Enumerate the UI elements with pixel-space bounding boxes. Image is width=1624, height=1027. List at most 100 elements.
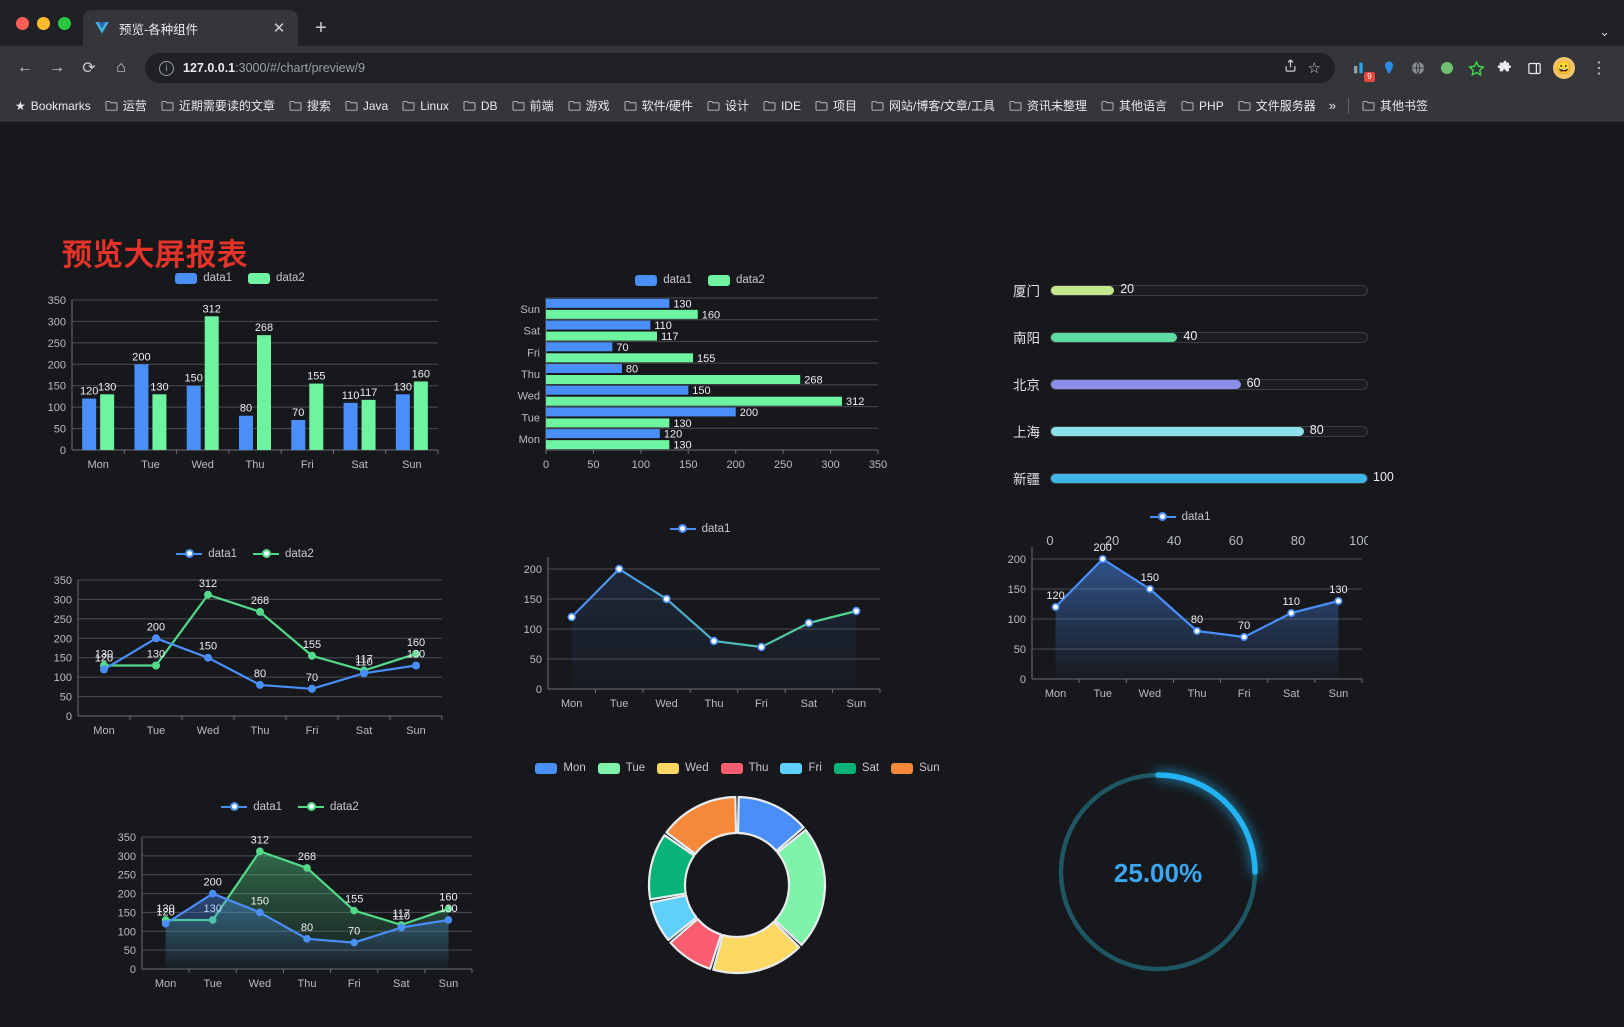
legend-item-data2[interactable]: data2 xyxy=(298,800,359,813)
svg-text:350: 350 xyxy=(54,575,72,587)
close-tab-button[interactable]: ✕ xyxy=(272,20,286,37)
legend-item-data2[interactable]: data2 xyxy=(708,274,765,286)
globe-icon[interactable] xyxy=(1408,58,1428,78)
svg-text:117: 117 xyxy=(661,331,679,343)
legend-swatch xyxy=(891,762,914,774)
bookmark-manager-item[interactable]: ★ Bookmarks xyxy=(9,96,97,116)
chevron-down-icon[interactable]: ⌄ xyxy=(1599,24,1610,39)
location-pin-icon[interactable] xyxy=(1379,58,1399,78)
svg-text:120: 120 xyxy=(156,907,174,919)
legend-item-data2[interactable]: data2 xyxy=(253,547,314,560)
bookmark-item[interactable]: 前端 xyxy=(506,94,560,117)
bookmarks-overflow-button[interactable]: » xyxy=(1328,98,1336,113)
progress-bar-chart: 厦门 20 南阳 40 北京 60 上海 80 新疆 100 0 20 40 60 80 100 xyxy=(998,280,1394,549)
svg-text:110: 110 xyxy=(1283,596,1301,608)
puzzle-extensions-icon[interactable] xyxy=(1495,58,1515,78)
share-icon[interactable] xyxy=(1283,58,1298,78)
svg-text:70: 70 xyxy=(292,407,304,419)
svg-text:268: 268 xyxy=(298,851,316,863)
back-button[interactable]: ← xyxy=(17,59,33,76)
legend-item-tue[interactable]: Tue xyxy=(597,762,645,774)
legend-item-wed[interactable]: Wed xyxy=(657,762,709,774)
site-info-icon[interactable]: i xyxy=(159,60,174,76)
bookmark-item[interactable]: 网站/博客/文章/工具 xyxy=(865,94,1001,117)
folder-icon xyxy=(512,101,525,111)
bookmark-item[interactable]: 项目 xyxy=(809,94,863,117)
other-bookmarks-item[interactable]: 其他书签 xyxy=(1356,94,1434,117)
bookmark-item[interactable]: 资讯未整理 xyxy=(1003,94,1093,117)
new-tab-button[interactable]: + xyxy=(315,16,327,39)
green-circle-icon[interactable] xyxy=(1437,58,1457,78)
close-window-button[interactable] xyxy=(16,16,29,30)
legend-swatch xyxy=(635,274,658,286)
legend-item-thu[interactable]: Thu xyxy=(720,762,769,774)
other-bookmarks-label: 其他书签 xyxy=(1379,99,1428,113)
progress-bar-track: 60 xyxy=(1050,376,1368,390)
avatar[interactable]: 😀 xyxy=(1553,57,1575,79)
legend-item-fri[interactable]: Fri xyxy=(780,762,822,774)
svg-text:50: 50 xyxy=(587,459,599,471)
legend-label: data2 xyxy=(285,547,314,560)
bookmark-item[interactable]: 游戏 xyxy=(562,94,616,117)
legend-swatch xyxy=(597,762,620,774)
bookmark-star-icon[interactable]: ☆ xyxy=(1307,60,1321,77)
svg-text:Fri: Fri xyxy=(1238,688,1251,700)
bookmark-item[interactable]: 文件服务器 xyxy=(1232,94,1322,117)
sidepanel-icon[interactable] xyxy=(1524,58,1544,78)
svg-text:155: 155 xyxy=(307,371,325,383)
svg-text:312: 312 xyxy=(203,303,221,315)
legend-label: Thu xyxy=(748,762,769,774)
browser-tab[interactable]: 预览-各种组件 ✕ xyxy=(83,10,298,46)
star-outline-icon[interactable] xyxy=(1466,58,1486,78)
legend-item-data1[interactable]: data1 xyxy=(221,800,282,813)
svg-text:120: 120 xyxy=(664,429,682,441)
bookmark-label: 软件/硬件 xyxy=(641,99,693,113)
bookmark-item[interactable]: 搜索 xyxy=(283,94,337,117)
bookmark-label: Linux xyxy=(420,98,449,113)
svg-text:50: 50 xyxy=(124,945,136,957)
bookmark-item[interactable]: 运营 xyxy=(99,94,153,117)
minimize-window-button[interactable] xyxy=(37,16,50,30)
svg-text:0: 0 xyxy=(1046,533,1053,548)
address-bar[interactable]: i 127.0.0.1:3000/#/chart/preview/9 ☆ xyxy=(145,53,1335,83)
svg-text:100: 100 xyxy=(54,672,72,684)
svg-text:20: 20 xyxy=(1105,533,1119,548)
svg-text:Thu: Thu xyxy=(1188,688,1207,700)
legend-item-data1[interactable]: data1 xyxy=(1149,510,1210,523)
legend-item-data1[interactable]: data1 xyxy=(635,274,692,286)
bookmark-item[interactable]: 其他语言 xyxy=(1095,94,1173,117)
forward-button[interactable]: → xyxy=(49,59,65,76)
bookmark-item[interactable]: 软件/硬件 xyxy=(618,94,699,117)
progress-bar-row: 上海 80 xyxy=(998,421,1368,441)
svg-text:117: 117 xyxy=(360,387,378,399)
maximize-window-button[interactable] xyxy=(58,16,71,30)
legend-swatch xyxy=(833,762,856,774)
legend-item-data2[interactable]: data2 xyxy=(248,272,305,284)
chart-legend: data1 xyxy=(500,522,900,535)
legend-label: data2 xyxy=(276,272,305,284)
bookmark-item[interactable]: Linux xyxy=(396,96,455,116)
svg-text:150: 150 xyxy=(251,895,269,907)
legend-item-mon[interactable]: Mon xyxy=(535,762,586,774)
bookmark-item[interactable]: DB xyxy=(457,96,504,116)
bookmark-item[interactable]: IDE xyxy=(757,96,807,116)
svg-text:Tue: Tue xyxy=(203,978,222,990)
donut-chart: Mon Tue Wed Thu Fri Sat Sun xyxy=(530,762,945,1012)
legend-item-data1[interactable]: data1 xyxy=(669,522,730,535)
bookmark-item[interactable]: 近期需要读的文章 xyxy=(155,94,281,117)
browser-menu-button[interactable]: ⋮ xyxy=(1591,60,1607,77)
extension-icon-badge[interactable]: 9 xyxy=(1350,58,1375,82)
legend-item-data1[interactable]: data1 xyxy=(175,272,232,284)
reload-button[interactable]: ⟳ xyxy=(82,60,96,77)
chart-legend: data1 data2 xyxy=(90,800,490,813)
bookmark-item[interactable]: PHP xyxy=(1175,96,1230,116)
svg-text:312: 312 xyxy=(199,578,217,590)
legend-item-data1[interactable]: data1 xyxy=(176,547,237,560)
progress-bar-label: 新疆 xyxy=(1013,472,1040,487)
legend-item-sun[interactable]: Sun xyxy=(891,762,940,774)
bookmark-item[interactable]: 设计 xyxy=(701,94,755,117)
svg-text:Fri: Fri xyxy=(755,698,768,710)
bookmark-item[interactable]: Java xyxy=(339,96,394,116)
home-button[interactable]: ⌂ xyxy=(116,59,126,76)
legend-item-sat[interactable]: Sat xyxy=(833,762,879,774)
